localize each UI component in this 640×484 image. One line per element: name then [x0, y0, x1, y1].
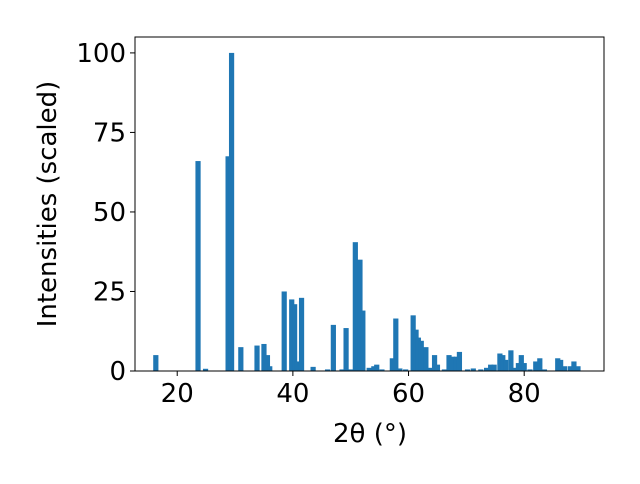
bar	[360, 310, 366, 371]
y-tick-label: 100	[76, 39, 126, 69]
bar	[456, 351, 463, 371]
x-tick-label: 80	[508, 379, 541, 409]
bar	[423, 347, 429, 371]
bar	[379, 369, 385, 371]
bar	[228, 52, 235, 372]
bar	[515, 363, 522, 371]
y-axis-label: Intensities (scaled)	[33, 81, 63, 328]
bar	[500, 355, 506, 371]
y-tick-label: 50	[93, 198, 126, 228]
bar	[195, 161, 201, 371]
bar	[294, 361, 300, 371]
bar	[488, 364, 494, 371]
bar	[491, 364, 497, 371]
x-axis-label: 2θ (°)	[333, 419, 407, 449]
bar	[503, 359, 509, 371]
y-tick-label: 0	[109, 357, 126, 387]
bar	[324, 369, 331, 371]
bar	[470, 368, 476, 371]
bar	[431, 355, 438, 371]
bar	[558, 359, 564, 371]
bar	[281, 291, 287, 371]
bar	[366, 367, 372, 371]
bar	[478, 369, 484, 371]
bar	[153, 355, 159, 371]
bar	[330, 324, 336, 371]
bar	[343, 328, 349, 371]
bar	[415, 337, 421, 371]
bar	[464, 369, 471, 371]
bar	[533, 361, 539, 371]
bar	[446, 355, 452, 371]
bar	[238, 347, 244, 371]
bar	[348, 369, 354, 371]
bar	[511, 367, 517, 371]
bar	[567, 366, 574, 371]
bar	[225, 156, 231, 371]
bar	[521, 363, 527, 371]
bar	[562, 366, 568, 371]
bar	[508, 350, 514, 371]
bar	[339, 369, 345, 371]
x-tick-label: 20	[161, 379, 194, 409]
bar	[484, 367, 490, 371]
bar	[389, 358, 395, 371]
bar	[441, 369, 447, 371]
bar	[453, 356, 460, 371]
bar	[202, 368, 209, 371]
bar	[298, 297, 305, 371]
bar	[393, 318, 399, 371]
bar	[410, 315, 416, 371]
bar	[310, 366, 316, 371]
bar	[434, 364, 441, 371]
bar	[575, 366, 581, 371]
bar	[264, 355, 271, 371]
bar	[527, 369, 533, 371]
bar	[267, 366, 273, 371]
x-tick-label: 40	[276, 379, 309, 409]
bar	[292, 304, 298, 371]
bar	[254, 345, 260, 371]
bar	[449, 356, 456, 371]
bar	[541, 369, 548, 371]
bar	[261, 343, 267, 371]
bar	[427, 367, 434, 371]
bar	[357, 259, 363, 371]
bar	[374, 364, 380, 371]
plot-frame	[134, 36, 605, 372]
x-tick-label: 60	[392, 379, 425, 409]
bar	[555, 358, 561, 371]
bar	[497, 353, 503, 371]
bar	[397, 368, 403, 371]
y-tick-label: 75	[93, 118, 126, 148]
bar	[289, 299, 295, 371]
bar	[403, 369, 409, 371]
bar	[518, 355, 524, 371]
bar	[571, 361, 577, 371]
y-tick-label: 25	[93, 277, 126, 307]
bar	[371, 366, 377, 371]
bar	[418, 340, 424, 371]
bar	[537, 358, 543, 371]
